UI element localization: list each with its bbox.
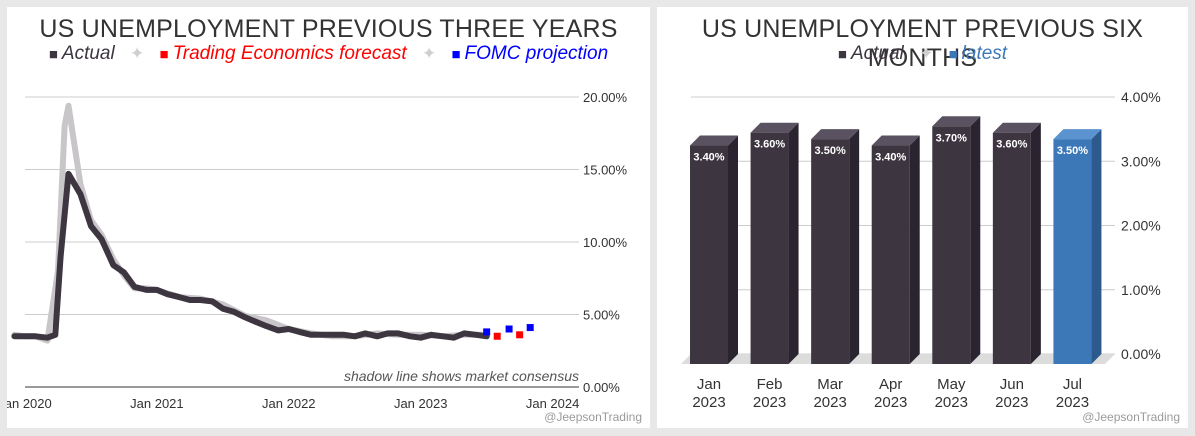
bar bbox=[690, 145, 728, 364]
y-tick-label: 2.00% bbox=[1121, 218, 1161, 234]
bar-top bbox=[871, 135, 920, 146]
bar-chart-title: US UNEMPLOYMENT PREVIOUS SIX MONTHS bbox=[701, 15, 1144, 72]
x-tick-label-month: Mar bbox=[817, 376, 843, 393]
legend-fomc-swatch: ■ bbox=[451, 46, 461, 63]
bar-top bbox=[811, 129, 860, 140]
y-tick-label: 10.00% bbox=[583, 235, 628, 250]
bar-top bbox=[750, 122, 799, 133]
bar bbox=[750, 132, 789, 364]
x-tick-label-year: 2023 bbox=[692, 394, 725, 411]
bar-top bbox=[932, 116, 981, 127]
y-tick-label: 0.00% bbox=[583, 380, 620, 395]
bar-side bbox=[788, 122, 799, 364]
line-chart-credit: @JeepsonTrading bbox=[544, 410, 642, 424]
y-tick-label: 20.00% bbox=[583, 90, 628, 105]
line-chart-title: US UNEMPLOYMENT PREVIOUS THREE YEARS bbox=[39, 15, 618, 43]
legend-separator-icon: ✦ bbox=[421, 44, 437, 63]
line-chart-panel: US UNEMPLOYMENT PREVIOUS THREE YEARS ■ Ac… bbox=[7, 7, 650, 428]
legend-forecast-label: Trading Economics forecast bbox=[172, 43, 407, 64]
forecast-point bbox=[516, 331, 524, 339]
forecast-point bbox=[493, 332, 501, 340]
bar-value-label: 3.70% bbox=[936, 132, 967, 144]
bar-chart-credit: @JeepsonTrading bbox=[1082, 410, 1180, 424]
x-tick-label-month: May bbox=[937, 376, 966, 393]
y-tick-label: 3.00% bbox=[1121, 153, 1161, 169]
bar-side bbox=[728, 135, 738, 364]
bar-side bbox=[1030, 122, 1041, 364]
x-tick-label: Jan 2020 bbox=[7, 396, 52, 411]
legend-separator-icon: ✦ bbox=[130, 44, 145, 63]
bar-chart-plot: 0.00%1.00%2.00%3.00%4.00%3.40%Jan20233.6… bbox=[681, 89, 1161, 411]
legend-separator-icon: ✦ bbox=[919, 44, 934, 63]
legend-actual-swatch: ■ bbox=[48, 46, 58, 63]
x-tick-label: Jan 2021 bbox=[130, 396, 184, 411]
bar-top bbox=[992, 122, 1041, 133]
bar-chart-legend: ■ Actual ✦ ■ latest bbox=[657, 43, 1188, 65]
bar bbox=[992, 132, 1031, 364]
y-tick-label: 15.00% bbox=[583, 163, 628, 178]
bar bbox=[811, 139, 850, 364]
x-tick-label-year: 2023 bbox=[813, 394, 846, 411]
bar-top bbox=[1053, 129, 1102, 140]
fomc-point bbox=[526, 324, 534, 332]
legend-latest-swatch: ■ bbox=[948, 46, 958, 63]
y-tick-label: 0.00% bbox=[1121, 346, 1161, 362]
y-tick-label: 4.00% bbox=[1121, 89, 1161, 105]
x-tick-label: Jan 2023 bbox=[394, 396, 448, 411]
y-tick-label: 5.00% bbox=[583, 308, 620, 323]
legend-actual-swatch: ■ bbox=[837, 46, 847, 63]
y-tick-label: 1.00% bbox=[1121, 282, 1161, 298]
bar-value-label: 3.60% bbox=[754, 139, 785, 151]
actual-series-line bbox=[11, 170, 490, 341]
bar-value-label: 3.40% bbox=[875, 152, 906, 164]
x-tick-label-month: Feb bbox=[757, 376, 783, 393]
x-tick-label-month: Jul bbox=[1063, 376, 1082, 393]
x-tick-label-month: Jun bbox=[1000, 376, 1024, 393]
legend-actual-label: Actual bbox=[61, 43, 115, 64]
bar-side bbox=[1091, 129, 1102, 364]
legend-actual-label: Actual bbox=[850, 43, 904, 64]
bar-side bbox=[849, 129, 860, 364]
bar-value-label: 3.40% bbox=[693, 152, 724, 164]
x-tick-label-month: Jan bbox=[697, 376, 721, 393]
line-chart-legend: ■ Actual ✦ ■ Trading Economics forecast ✦ … bbox=[7, 43, 650, 65]
x-tick-label-month: Apr bbox=[879, 376, 902, 393]
legend-forecast-swatch: ■ bbox=[159, 46, 169, 63]
x-tick-label: Jan 2024 bbox=[526, 396, 580, 411]
bar bbox=[932, 126, 971, 365]
bar bbox=[1053, 139, 1092, 364]
bar-top bbox=[690, 135, 738, 146]
consensus-series-line bbox=[11, 102, 490, 344]
x-tick-label-year: 2023 bbox=[995, 394, 1028, 411]
bar-value-label: 3.50% bbox=[815, 145, 846, 157]
x-tick-label-year: 2023 bbox=[935, 394, 968, 411]
bar bbox=[871, 145, 910, 364]
bar-chart-panel: US UNEMPLOYMENT PREVIOUS SIX MONTHS ■ Act… bbox=[657, 7, 1188, 428]
bar-side bbox=[909, 135, 920, 364]
fomc-point bbox=[505, 325, 513, 333]
legend-latest-label: latest bbox=[961, 43, 1008, 64]
x-tick-label-year: 2023 bbox=[1056, 394, 1089, 411]
bar-side bbox=[970, 116, 981, 365]
fomc-point bbox=[483, 328, 491, 336]
x-tick-label-year: 2023 bbox=[874, 394, 907, 411]
x-tick-label-year: 2023 bbox=[753, 394, 786, 411]
legend-fomc-label: FOMC projection bbox=[464, 43, 609, 64]
bar-value-label: 3.50% bbox=[1057, 145, 1088, 157]
x-tick-label: Jan 2022 bbox=[262, 396, 316, 411]
chart-annotation: shadow line shows market consensus bbox=[344, 368, 579, 384]
bar-value-label: 3.60% bbox=[996, 139, 1027, 151]
line-chart-plot: 0.00% 5.00% 10.00% 15.00% 20.00% Jan 2020 Jan … bbox=[7, 90, 628, 411]
